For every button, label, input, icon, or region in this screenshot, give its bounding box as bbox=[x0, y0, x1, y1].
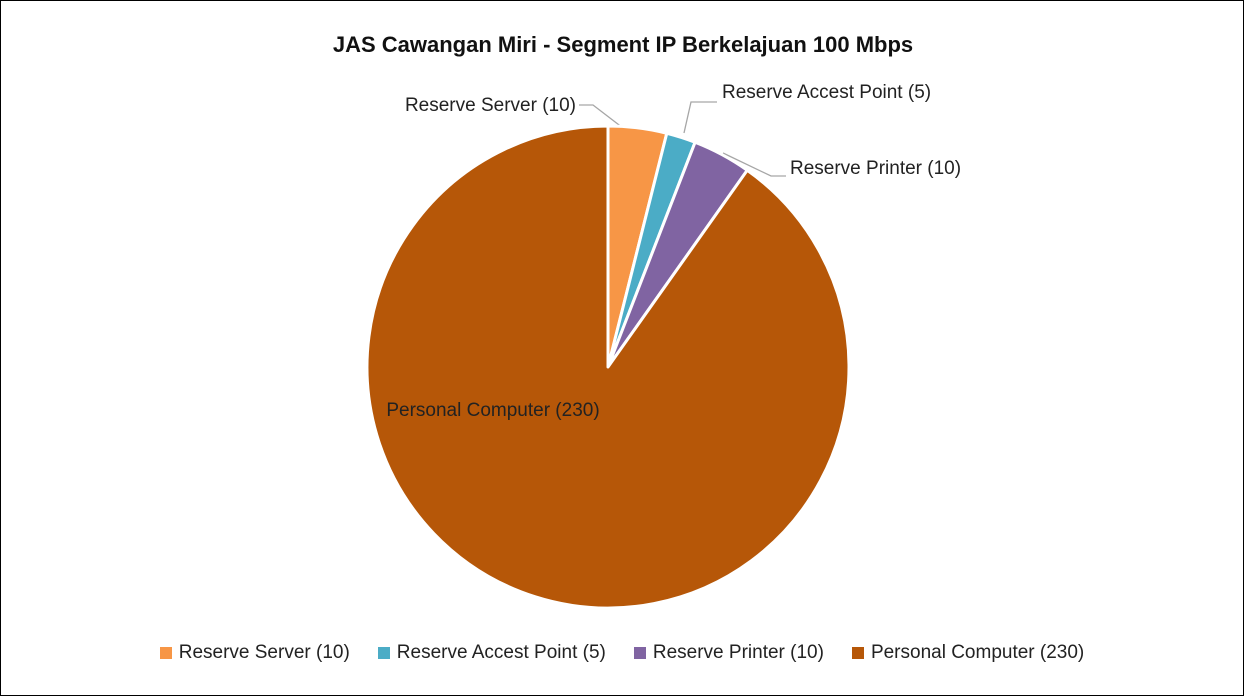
slices bbox=[365, 124, 851, 610]
legend-item: Reserve Accest Point (5) bbox=[377, 642, 606, 664]
data-label: Reserve Accest Point (5) bbox=[722, 82, 931, 103]
legend-item: Reserve Server (10) bbox=[159, 642, 350, 664]
legend-swatch bbox=[377, 647, 390, 659]
data-label: Personal Computer (230) bbox=[386, 400, 600, 421]
legend-swatch bbox=[159, 647, 172, 659]
data-label: Reserve Printer (10) bbox=[790, 158, 961, 179]
legend-swatch bbox=[633, 647, 646, 659]
legend-label: Reserve Printer (10) bbox=[652, 642, 824, 663]
legend: Reserve Server (10) Reserve Accest Point … bbox=[1, 642, 1243, 664]
leader-line bbox=[722, 152, 786, 177]
chart-title: JAS Cawangan Miri - Segment IP Berkelaju… bbox=[333, 32, 913, 57]
legend-label: Reserve Server (10) bbox=[178, 642, 350, 663]
legend-label: Personal Computer (230) bbox=[870, 642, 1085, 663]
legend-item: Reserve Printer (10) bbox=[633, 642, 824, 664]
leader-line bbox=[579, 104, 624, 129]
legend-swatch bbox=[851, 647, 864, 659]
leader-line bbox=[683, 101, 717, 134]
legend-label: Reserve Accest Point (5) bbox=[396, 642, 606, 663]
data-label: Reserve Server (10) bbox=[405, 95, 576, 116]
legend-item: Personal Computer (230) bbox=[851, 642, 1085, 664]
pie-slice bbox=[365, 124, 851, 610]
